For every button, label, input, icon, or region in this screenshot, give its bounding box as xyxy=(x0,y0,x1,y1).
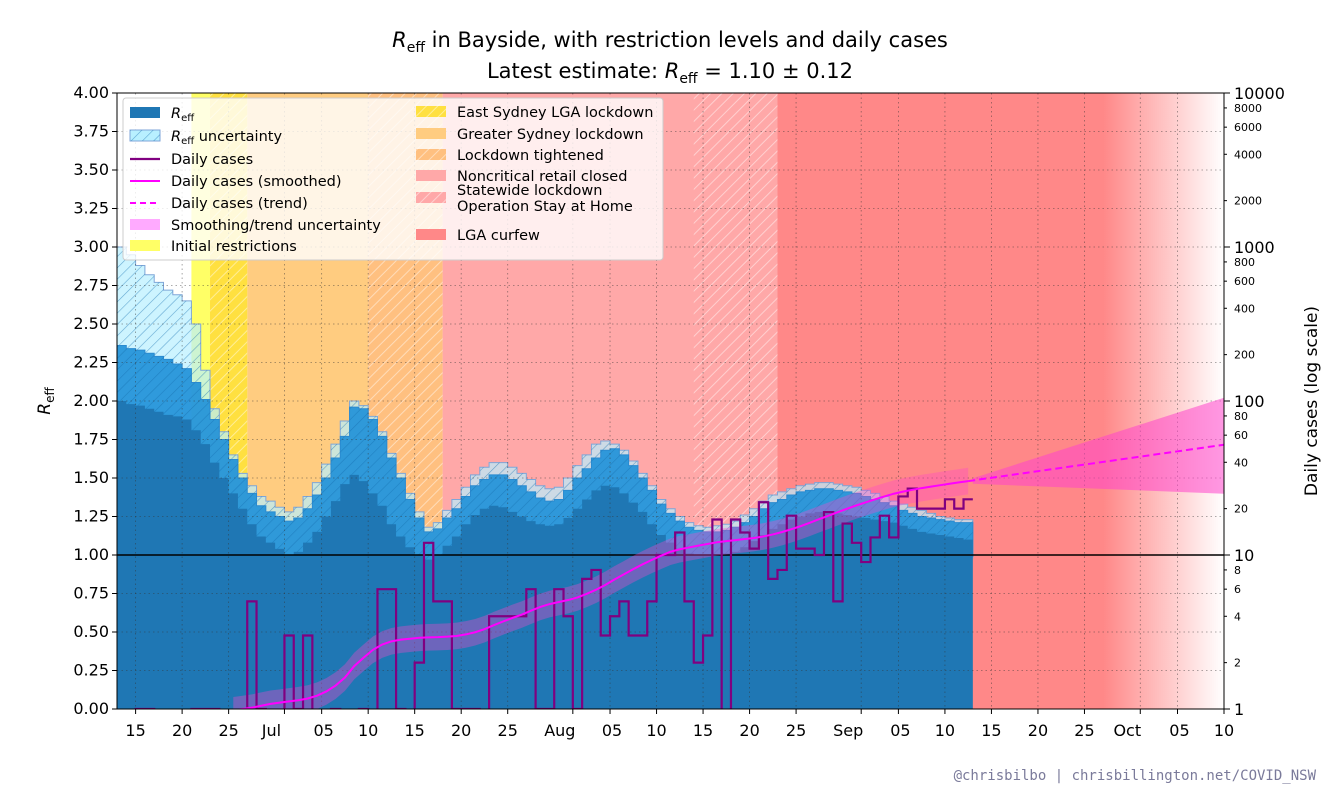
legend-swatch-trend-unc xyxy=(130,219,160,230)
y2minor-label-11: 800 xyxy=(1234,256,1255,269)
daily-cases-line xyxy=(117,487,973,709)
y2minor-label-3: 8 xyxy=(1234,564,1241,577)
xtick-label-23: 10 xyxy=(1214,721,1234,740)
xtick-label-6: 15 xyxy=(405,721,425,740)
ytick-label-0: 0.00 xyxy=(73,699,109,718)
xtick-label-20: 25 xyxy=(1074,721,1094,740)
xtick-label-7: 20 xyxy=(451,721,471,740)
xtick-label-22: 05 xyxy=(1169,721,1189,740)
legend-label-smoothed: Daily cases (smoothed) xyxy=(171,174,342,190)
y2minor-label-12: 2000 xyxy=(1234,195,1262,208)
legend-swatch-hatch-r5 xyxy=(416,192,446,203)
ytick-label-10: 2.50 xyxy=(73,314,109,333)
legend-swatch-hatch-r1 xyxy=(416,106,446,117)
y2minor-label-6: 60 xyxy=(1234,429,1248,442)
xtick-label-2: 25 xyxy=(218,721,238,740)
y2minor-label-0: 2 xyxy=(1234,657,1241,670)
legend-label-cases: Daily cases xyxy=(171,152,253,168)
ytick-label-13: 3.25 xyxy=(73,199,109,218)
legend-label-r2: Greater Sydney lockdown xyxy=(457,127,644,143)
xtick-label-8: 25 xyxy=(498,721,518,740)
y2minor-label-1: 4 xyxy=(1234,610,1241,623)
legend-swatch-r4 xyxy=(416,170,446,181)
y2minor-label-2: 6 xyxy=(1234,583,1241,596)
legend-label-r3: Lockdown tightened xyxy=(457,148,604,164)
y2minor-label-13: 4000 xyxy=(1234,148,1262,161)
ytick-label-5: 1.25 xyxy=(73,507,109,526)
legend-swatch-r6 xyxy=(416,229,446,240)
legend-swatch-r0 xyxy=(130,240,160,251)
y2tick-label-4: 10000 xyxy=(1234,84,1285,103)
ytick-label-11: 2.75 xyxy=(73,276,109,295)
legend-label-reff: Reff xyxy=(171,106,195,124)
legend-box xyxy=(122,97,664,261)
xtick-label-16: 05 xyxy=(890,721,910,740)
y2tick-label-3: 1000 xyxy=(1234,238,1275,257)
ytick-label-8: 2.00 xyxy=(73,391,109,410)
trend-uncertainty xyxy=(972,397,1224,494)
xtick-label-1: 20 xyxy=(172,721,192,740)
y2-axis-label: Daily cases (log scale) xyxy=(1302,306,1322,496)
xtick-label-14: 25 xyxy=(786,721,806,740)
legend-swatch-reff-unc-hatch xyxy=(130,130,160,141)
y2minor-label-7: 80 xyxy=(1234,410,1248,423)
legend-label-reff_unc: Reff uncertainty xyxy=(171,129,282,147)
future-fade xyxy=(1103,93,1224,709)
xtick-label-0: 15 xyxy=(125,721,145,740)
legend-label-trend: Daily cases (trend) xyxy=(171,196,308,212)
y2minor-label-14: 6000 xyxy=(1234,121,1262,134)
xtick-label-5: 10 xyxy=(358,721,378,740)
legend-label-r6: LGA curfew xyxy=(457,228,540,244)
xtick-label-12: 15 xyxy=(693,721,713,740)
legend-swatch-r2 xyxy=(416,128,446,139)
y2minor-label-9: 400 xyxy=(1234,302,1255,315)
chart-title: Reff in Bayside, with restriction levels… xyxy=(392,28,948,57)
y-axis-label: Reff xyxy=(35,387,57,415)
xtick-label-3: Jul xyxy=(261,721,281,740)
xtick-label-21: Oct xyxy=(1113,721,1141,740)
legend-label-trend_unc: Smoothing/trend uncertainty xyxy=(171,218,381,234)
y2tick-label-2: 100 xyxy=(1234,392,1265,411)
xtick-label-17: 10 xyxy=(935,721,955,740)
ytick-label-12: 3.00 xyxy=(73,237,109,256)
legend-label-r1: East Sydney LGA lockdown xyxy=(457,105,653,121)
ytick-label-4: 1.00 xyxy=(73,545,109,564)
ytick-label-14: 3.50 xyxy=(73,160,109,179)
xtick-label-13: 20 xyxy=(739,721,759,740)
ytick-label-7: 1.75 xyxy=(73,430,109,449)
chart-subtitle: Latest estimate: Reff = 1.10 ± 0.12 xyxy=(486,59,853,88)
ytick-label-16: 4.00 xyxy=(73,83,109,102)
xtick-label-10: 05 xyxy=(602,721,622,740)
y2minor-label-4: 20 xyxy=(1234,503,1248,516)
ytick-label-1: 0.25 xyxy=(73,661,109,680)
ytick-label-2: 0.50 xyxy=(73,622,109,641)
daily-cases-trend-line xyxy=(968,443,1224,483)
y2minor-label-10: 600 xyxy=(1234,275,1255,288)
xtick-label-15: Sep xyxy=(833,721,863,740)
y2minor-label-5: 40 xyxy=(1234,456,1248,469)
y2tick-label-1: 10 xyxy=(1234,546,1254,565)
legend-label-r4: Noncritical retail closed xyxy=(457,169,627,185)
ytick-label-15: 3.75 xyxy=(73,122,109,141)
xtick-label-4: 05 xyxy=(313,721,333,740)
legend-label-r0: Initial restrictions xyxy=(171,239,297,255)
y2tick-label-0: 1 xyxy=(1234,700,1244,719)
y2minor-label-15: 8000 xyxy=(1234,102,1262,115)
ytick-label-3: 0.75 xyxy=(73,584,109,603)
legend-swatch-reff xyxy=(130,107,160,118)
daily-cases-smoothed-line xyxy=(235,480,969,709)
xtick-label-9: Aug xyxy=(544,721,575,740)
y2minor-label-8: 200 xyxy=(1234,349,1255,362)
xtick-label-19: 20 xyxy=(1028,721,1048,740)
legend-label-r5: Statewide lockdown Operation Stay at Home xyxy=(457,183,633,215)
ytick-label-6: 1.50 xyxy=(73,468,109,487)
xtick-label-11: 10 xyxy=(646,721,666,740)
credit-text: @chrisbilbo | chrisbillington.net/COVID_… xyxy=(953,768,1316,784)
legend-swatch-hatch-r3 xyxy=(416,149,446,160)
ytick-label-9: 2.25 xyxy=(73,353,109,372)
xtick-label-18: 15 xyxy=(981,721,1001,740)
